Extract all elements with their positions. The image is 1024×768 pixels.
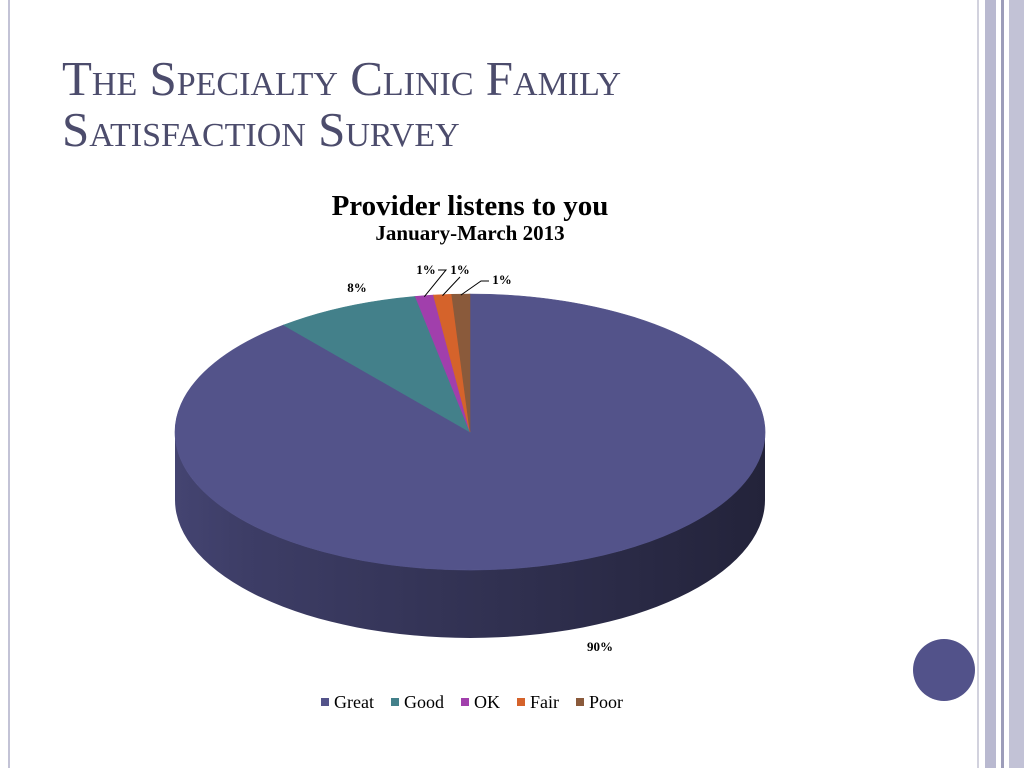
legend-swatch	[460, 698, 469, 706]
data-label-poor: 1%	[492, 272, 512, 287]
legend-item-good: Good	[390, 691, 444, 713]
chart-title: Provider listens to you	[331, 190, 609, 222]
legend-item-ok: OK	[460, 691, 500, 713]
border-stripe	[977, 0, 979, 768]
legend-item-poor: Poor	[575, 691, 623, 713]
legend-swatch	[321, 698, 329, 706]
pie-side-great	[175, 432, 765, 638]
data-labels: 90% 8% 1% 1% 1%	[347, 262, 613, 654]
legend-swatch	[516, 698, 525, 706]
left-border-line	[8, 0, 10, 768]
pie-slice-good	[282, 296, 471, 433]
legend-swatch	[390, 698, 399, 706]
border-stripe	[985, 0, 996, 768]
data-label-ok: 1%	[416, 262, 436, 277]
legend-label: Good	[403, 692, 444, 712]
leader-line-fair	[442, 276, 461, 296]
leader-line-poor	[460, 280, 489, 296]
legend-label: Great	[334, 692, 374, 712]
data-label-good: 8%	[347, 280, 367, 295]
chart-subtitle: January-March 2013	[375, 221, 565, 245]
legend-label: Poor	[588, 692, 623, 712]
pie-sides	[175, 432, 765, 638]
decorative-circle	[913, 639, 975, 701]
chart-legend: Great Good OK Fair Poor	[0, 691, 944, 713]
border-stripe	[1009, 0, 1024, 768]
leader-lines	[423, 269, 489, 298]
pie-slice-poor	[451, 293, 471, 433]
legend-item-great: Great	[321, 691, 374, 713]
legend-label: Fair	[529, 692, 559, 712]
slide-title-line: The Specialty Clinic Family	[62, 51, 622, 106]
legend-swatch	[575, 698, 584, 706]
slide-title-line: Satisfaction Survey	[62, 102, 460, 157]
data-label-fair: 1%	[450, 262, 470, 277]
slide-title: The Specialty Clinic Family Satisfaction…	[62, 53, 621, 155]
border-stripe	[1001, 0, 1004, 768]
leader-line-ok	[423, 269, 448, 298]
data-label-great: 90%	[587, 639, 613, 654]
legend-item-fair: Fair	[516, 691, 559, 713]
pie-top	[174, 293, 766, 571]
legend-label: OK	[473, 692, 500, 712]
